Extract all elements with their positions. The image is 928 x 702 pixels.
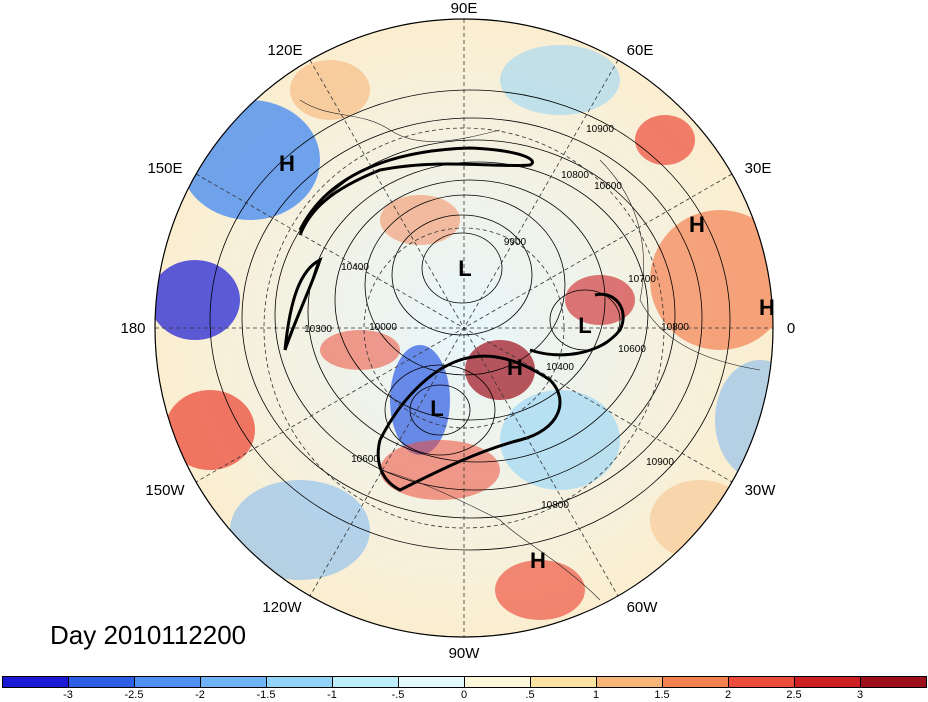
contour-label: 10900 <box>586 124 614 135</box>
colorbar-tick-label: -3 <box>63 689 73 701</box>
colorbar-swatch <box>596 676 663 688</box>
anomaly-blob <box>155 260 240 340</box>
anomaly-blob <box>165 390 255 470</box>
high-center: H <box>530 548 546 573</box>
coastlines <box>299 99 761 601</box>
colorbar-tick-label: -1.5 <box>256 689 276 701</box>
high-center: H <box>759 295 775 320</box>
lon-label-120e: 120E <box>267 42 302 59</box>
anomaly-blob <box>565 275 635 325</box>
colorbar-swatch <box>662 676 729 688</box>
colorbar-swatch <box>332 676 399 688</box>
contour-label: 9900 <box>504 237 527 248</box>
colorbar-tick-label: .5 <box>525 689 535 701</box>
colorbar-swatch <box>2 676 69 688</box>
colorbar-tick-label: 2 <box>724 689 732 701</box>
height-contours <box>209 89 731 551</box>
colorbar-swatch <box>794 676 861 688</box>
lon-label-120w: 120W <box>262 599 302 616</box>
contour-label: 10600 <box>351 454 379 465</box>
colorbar-tick-label: -2 <box>195 689 205 701</box>
colorbar-swatch <box>266 676 333 688</box>
lon-label-90w: 90W <box>449 645 481 662</box>
lon-label-30w: 30W <box>745 482 777 499</box>
high-center: H <box>689 212 705 237</box>
jet-streams <box>283 146 625 492</box>
lon-label-150e: 150E <box>147 160 182 177</box>
contour-label: 10700 <box>628 274 656 285</box>
colorbar-tick-label: 2.5 <box>786 689 802 701</box>
contour-labels: 10900 10800 10600 10400 10300 10000 9900… <box>304 124 689 511</box>
colorbar-tick-label: 0 <box>460 689 468 701</box>
lon-label-60w: 60W <box>627 599 659 616</box>
low-center: L <box>430 396 443 421</box>
lon-label-90e: 90E <box>451 0 478 17</box>
anomaly-blob <box>495 560 585 620</box>
contour-label: 10800 <box>661 322 689 333</box>
anomaly-blob <box>180 100 320 220</box>
lon-label-30e: 30E <box>745 160 772 177</box>
colorbar-tick-label: -.5 <box>391 689 405 701</box>
map-boundary <box>154 18 774 638</box>
colorbar-swatch <box>530 676 597 688</box>
colorbar-swatch <box>860 676 927 688</box>
contour-label: 10000 <box>369 322 397 333</box>
contour-label: 10400 <box>546 362 574 373</box>
graticule <box>155 19 773 637</box>
colorbar-swatch <box>464 676 531 688</box>
anomaly-blob <box>500 390 620 490</box>
pressure-centers: H H H H H L L L <box>279 151 775 573</box>
colorbar-swatch <box>728 676 795 688</box>
anomaly-blob <box>500 45 620 115</box>
lon-label-150w: 150W <box>145 482 185 499</box>
anomaly-field <box>155 19 773 637</box>
contour-label: 10300 <box>304 324 332 335</box>
colorbar-tick-label: -2.5 <box>124 689 144 701</box>
anomaly-blob <box>650 480 750 560</box>
colorbar-tick-label: 1 <box>592 689 600 701</box>
anomaly-blob <box>230 480 370 580</box>
high-center: H <box>279 151 295 176</box>
contour-label: 10400 <box>341 262 369 273</box>
contour-label: 10800 <box>561 170 589 181</box>
lon-label-180: 180 <box>120 320 145 337</box>
colorbar-tick-label: 1.5 <box>654 689 670 701</box>
lon-label-0: 0 <box>787 320 795 337</box>
contour-label: 10600 <box>618 344 646 355</box>
longitude-labels: 90E 60E 30E 0 30W 60W 90W 120W 150W 180 … <box>120 0 795 662</box>
contour-label: 10600 <box>594 181 622 192</box>
colorbar-swatch <box>398 676 465 688</box>
low-center: L <box>578 313 591 338</box>
high-center: H <box>507 355 523 380</box>
contour-label: 10800 <box>541 500 569 511</box>
colorbar-swatch <box>68 676 135 688</box>
anomaly-blob <box>380 195 460 245</box>
colorbar-tick-label: -1 <box>327 689 337 701</box>
polar-map: 90E 60E 30E 0 30W 60W 90W 120W 150W 180 … <box>120 0 795 662</box>
anomaly-blob <box>320 330 400 370</box>
colorbar-swatch <box>200 676 267 688</box>
colorbar-swatch <box>134 676 201 688</box>
plot-title: Day 2010112200 <box>50 620 247 650</box>
anomaly-blob <box>635 115 695 165</box>
anomaly-blob <box>290 60 370 120</box>
anomaly-blob <box>715 360 773 480</box>
contour-label: 10900 <box>646 457 674 468</box>
lon-label-60e: 60E <box>627 42 654 59</box>
anomaly-blob <box>650 210 773 350</box>
colorbar-tick-label: 3 <box>856 689 864 701</box>
colorbar: -3 -2.5 -2 -1.5 -1 -.5 0 .5 1 1.5 2 2.5 3 <box>2 676 927 702</box>
low-center: L <box>458 256 471 281</box>
